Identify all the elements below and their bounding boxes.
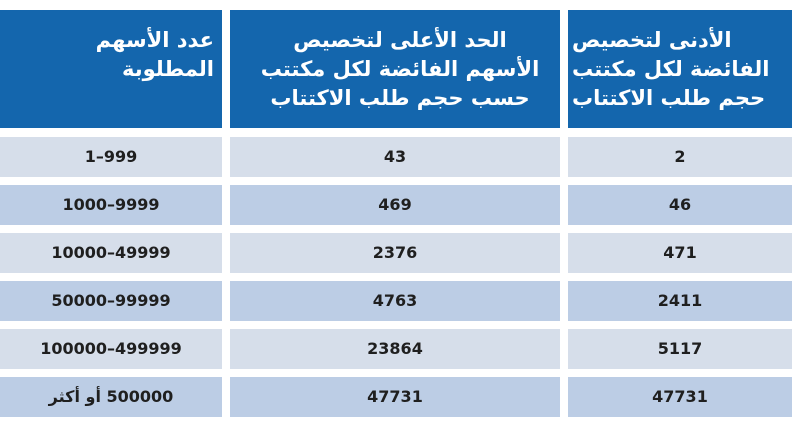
cell-min-allocation: 2411	[568, 281, 792, 321]
cell-max-allocation: 469	[230, 185, 560, 225]
cell-text: 100000–499999	[40, 339, 182, 358]
cell-min-allocation: 46	[568, 185, 792, 225]
cell-requested-shares: 1–999	[0, 137, 222, 177]
cell-max-allocation: 23864	[230, 329, 560, 369]
cell-max-allocation: 2376	[230, 233, 560, 273]
cell-requested-shares: 1000–9999	[0, 185, 222, 225]
header-line: الأسهم الفائضة لكل مكتتب	[260, 57, 540, 81]
cell-text: 10000–49999	[51, 243, 171, 262]
cell-requested-shares: 500000 أو أكثر	[0, 377, 222, 417]
cell-min-allocation: 5117	[568, 329, 792, 369]
cell-max-allocation: 43	[230, 137, 560, 177]
cell-text: 50000–99999	[51, 291, 171, 310]
cell-text: 500000 أو أكثر	[48, 387, 174, 406]
header-line: حسب حجم طلب الاكتتاب	[270, 86, 530, 110]
cell-text: 1000–9999	[62, 195, 160, 214]
cell-requested-shares: 50000–99999	[0, 281, 222, 321]
header-line: الحد الأعلى لتخصيص	[293, 28, 507, 52]
header-requested-shares: عدد الأسهم المطلوبة	[0, 10, 222, 128]
cell-max-allocation: 47731	[230, 377, 560, 417]
cell-text: 1–999	[84, 147, 138, 166]
header-line: المطلوبة	[122, 57, 214, 81]
header-line: عدد الأسهم	[95, 28, 214, 52]
cell-max-allocation: 4763	[230, 281, 560, 321]
cell-min-allocation: 2	[568, 137, 792, 177]
header-line: حجم طلب الاكتتاب	[572, 86, 766, 110]
header-line: الفائضة لكل مكتتب	[572, 57, 770, 81]
header-max-allocation: الحد الأعلى لتخصيص الأسهم الفائضة لكل مك…	[230, 10, 560, 128]
cell-requested-shares: 100000–499999	[0, 329, 222, 369]
header-line: الأدنى لتخصيص	[572, 28, 732, 52]
cell-min-allocation: 47731	[568, 377, 792, 417]
cell-requested-shares: 10000–49999	[0, 233, 222, 273]
cell-min-allocation: 471	[568, 233, 792, 273]
header-min-allocation: الأدنى لتخصيص الفائضة لكل مكتتب حجم طلب …	[568, 10, 792, 128]
